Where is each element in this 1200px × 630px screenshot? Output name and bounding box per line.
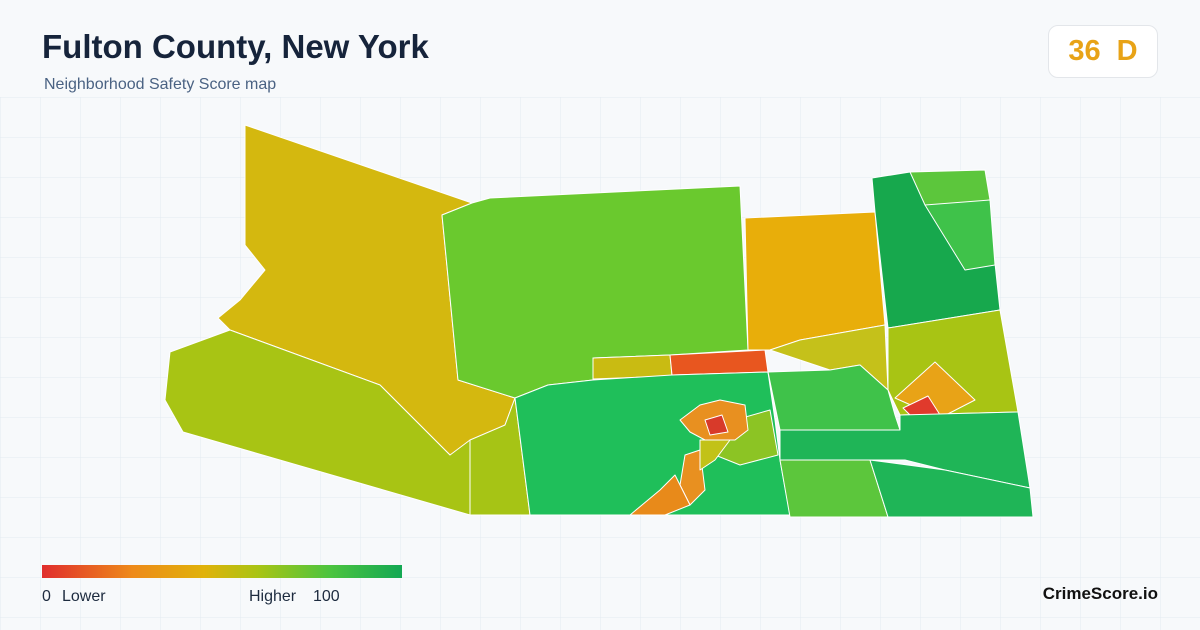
- legend-gradient: [42, 565, 402, 578]
- brand: CrimeScore.io: [1042, 584, 1158, 603]
- title: Fulton County, New York: [42, 28, 429, 65]
- score-grade: D: [1116, 35, 1138, 67]
- score-box: 36 D: [1048, 25, 1158, 78]
- region: [704, 414, 729, 436]
- legend-min: 0: [42, 588, 51, 605]
- region: [924, 199, 996, 271]
- region: [679, 449, 706, 506]
- legend-max: 100: [313, 588, 340, 605]
- score-value: 36: [1068, 35, 1101, 67]
- legend-min-label: Lower: [62, 588, 106, 605]
- region: [699, 439, 731, 471]
- regions: [164, 124, 1034, 518]
- region: [779, 459, 889, 518]
- legend-max-label: Higher: [249, 588, 297, 605]
- region: [869, 459, 1034, 518]
- region: [629, 474, 691, 516]
- subtitle: Neighborhood Safety Score map: [44, 76, 277, 93]
- region: [669, 349, 769, 376]
